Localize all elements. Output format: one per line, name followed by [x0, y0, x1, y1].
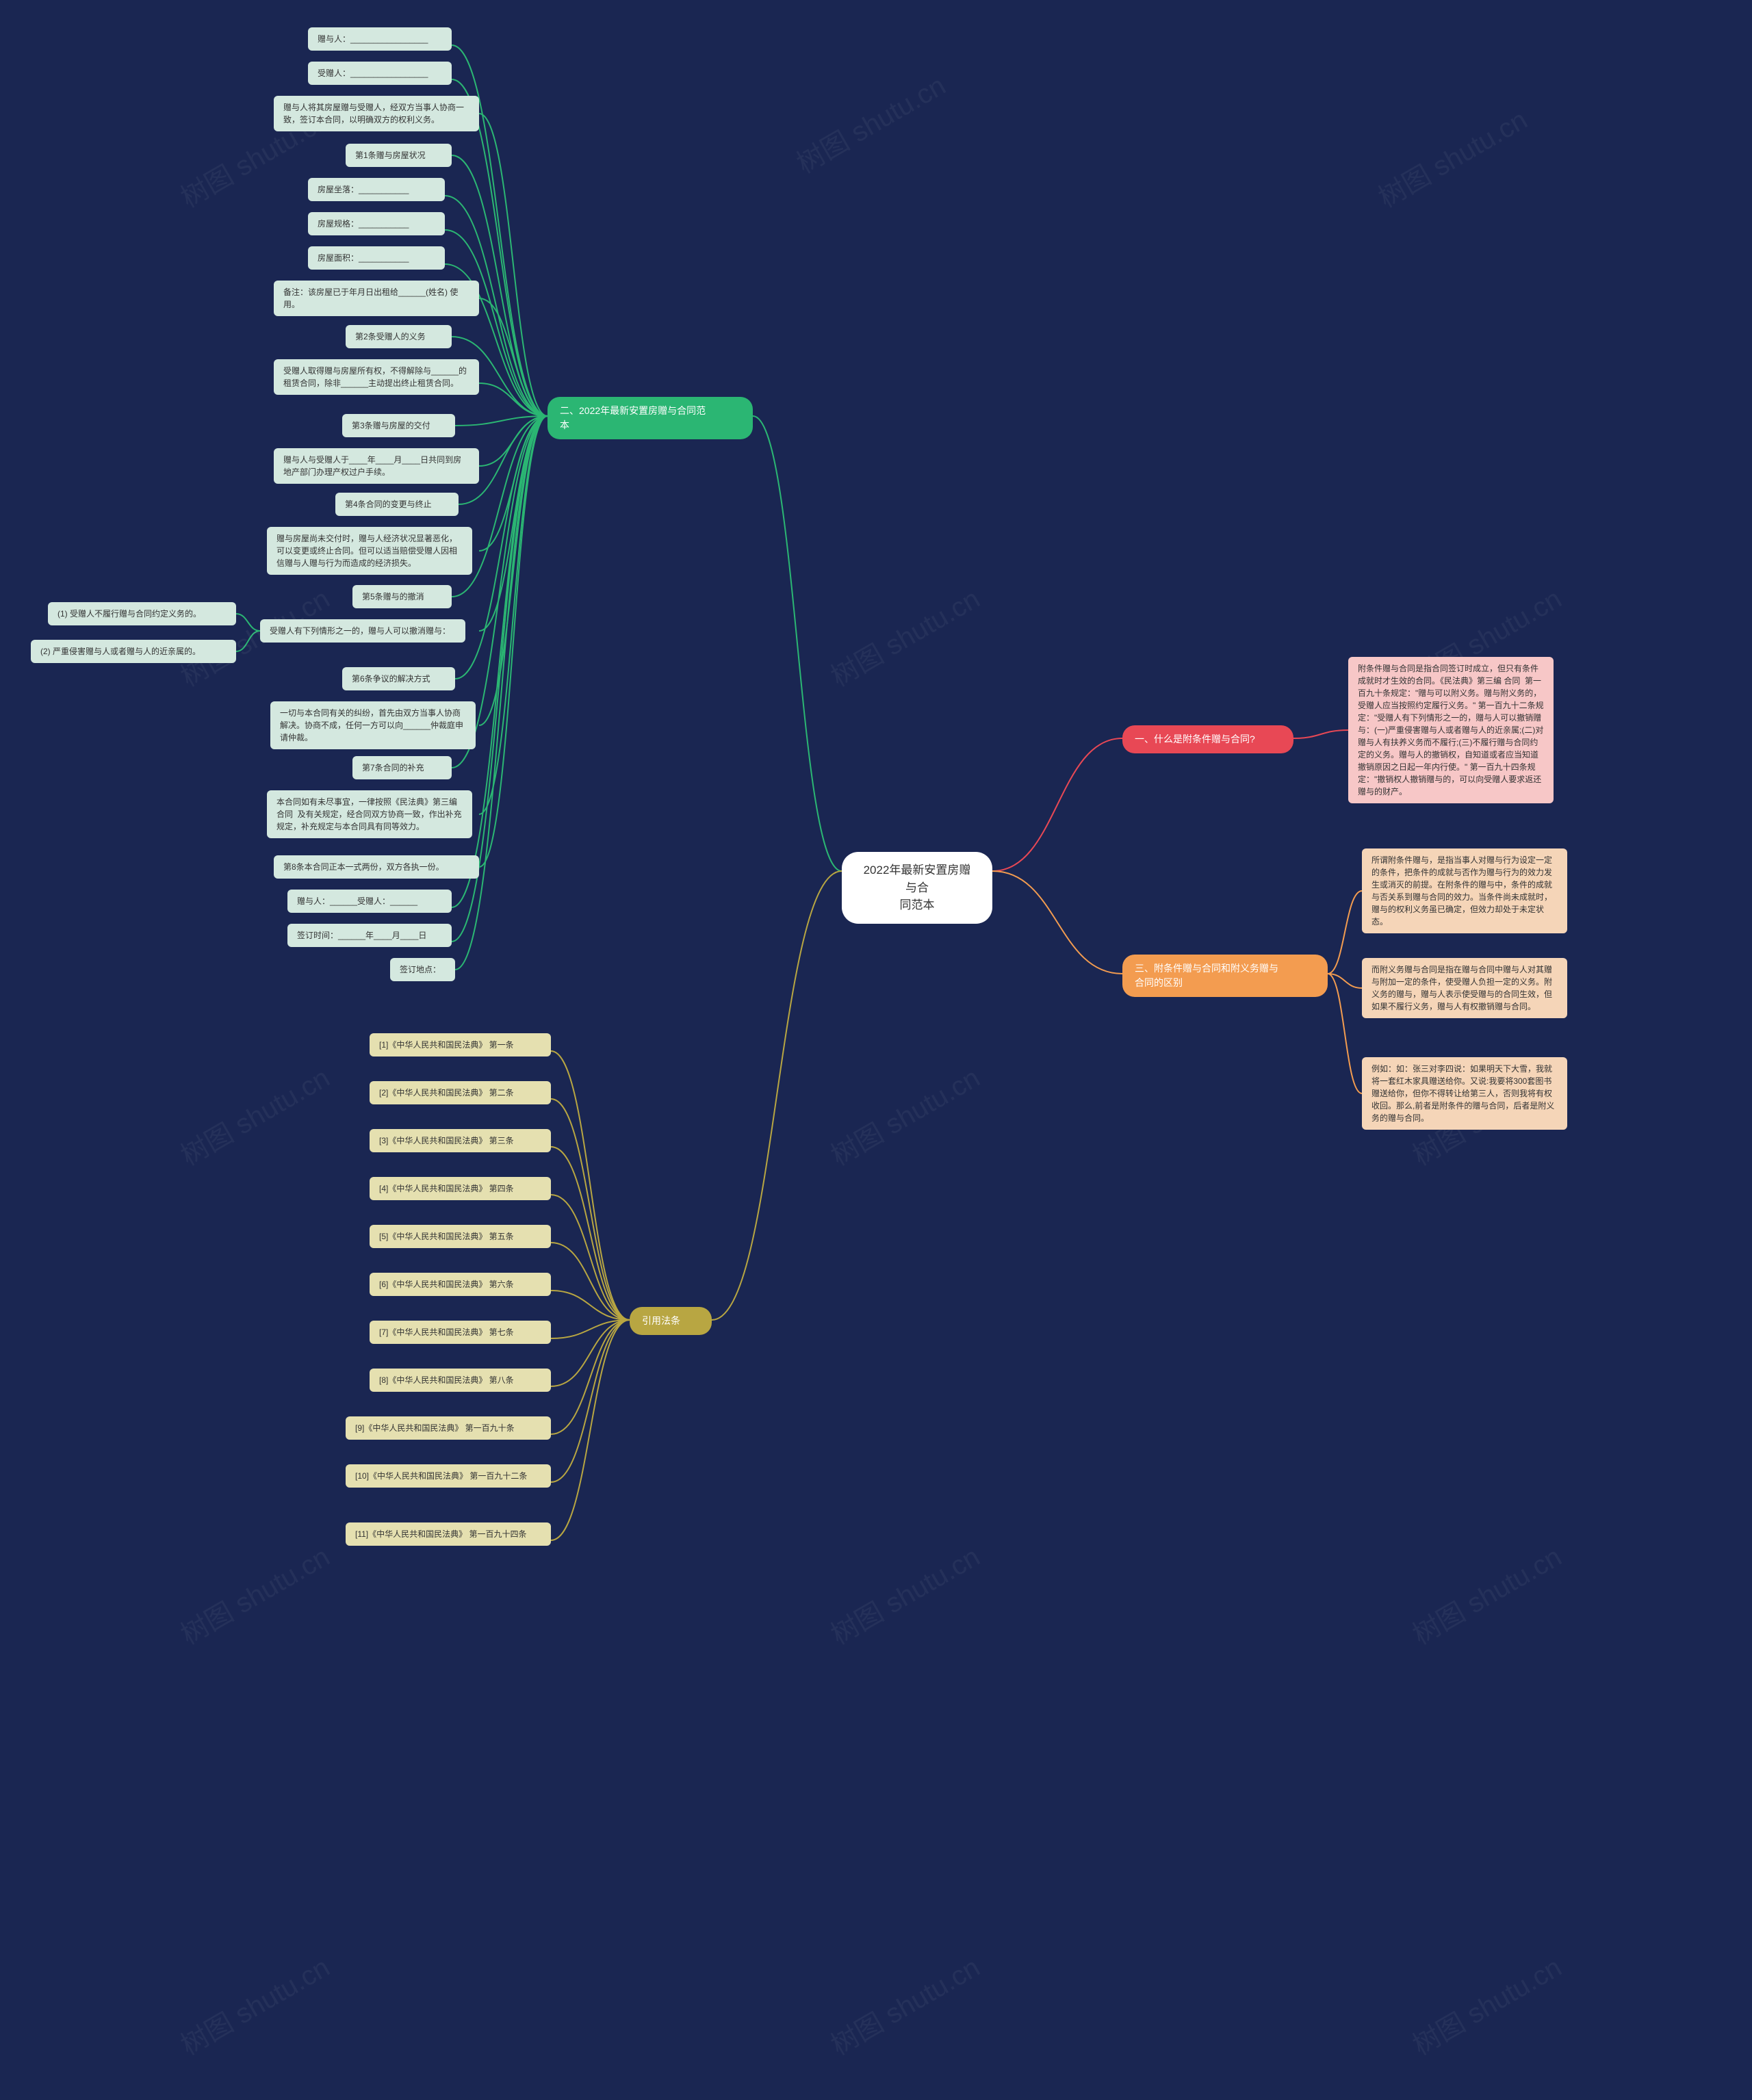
leaf-b2-7: 备注：该房屋已于年月日出租给______(姓名) 使用。 — [274, 281, 479, 316]
leaf-b2-15: 受赠人有下列情形之一的，赠与人可以撤消赠与： — [260, 619, 465, 643]
leaf-b2-5: 房屋规格：___________ — [308, 212, 445, 235]
watermark: 树图 shutu.cn — [172, 1945, 336, 2062]
leaf-b2-12: 第4条合同的变更与终止 — [335, 493, 459, 516]
leaf-b2-8: 第2条受赠人的义务 — [346, 325, 452, 348]
watermark: 树图 shutu.cn — [172, 1535, 336, 1652]
leaf-b2-22: 签订时间：______年____月____日 — [287, 924, 452, 947]
leaf-b2-19: 本合同如有未尽事宜，一律按照《民法典》第三编 合同 及有关规定，经合同双方协商一… — [267, 790, 472, 838]
leaf-b3-1: 而附义务赠与合同是指在赠与合同中赠与人对其赠与附加一定的条件，使受赠人负担一定的… — [1362, 958, 1567, 1018]
leaf-b3-0: 所谓附条件赠与，是指当事人对赠与行为设定一定的条件，把条件的成就与否作为赠与行为… — [1362, 848, 1567, 933]
leaf-b2-3: 第1条赠与房屋状况 — [346, 144, 452, 167]
leaf-b2-9: 受赠人取得赠与房屋所有权，不得解除与______的租赁合同，除非______主动… — [274, 359, 479, 395]
leaf-b2-15-0: (1) 受赠人不履行赠与合同约定义务的。 — [48, 602, 236, 625]
branch-b2: 二、2022年最新安置房赠与合同范 本 — [548, 397, 753, 439]
leaf-b2-10: 第3条赠与房屋的交付 — [342, 414, 455, 437]
leaf-b2-2: 赠与人将其房屋赠与受赠人，经双方当事人协商一致，签订本合同，以明确双方的权利义务… — [274, 96, 479, 131]
watermark: 树图 shutu.cn — [172, 1056, 336, 1173]
leaf-b2-0: 赠与人：_________________ — [308, 27, 452, 51]
watermark: 树图 shutu.cn — [823, 1535, 986, 1652]
watermark: 树图 shutu.cn — [823, 1056, 986, 1173]
leaf-b2-4: 房屋坐落：___________ — [308, 178, 445, 201]
watermark: 树图 shutu.cn — [1404, 1945, 1568, 2062]
leaf-b2-17: 一切与本合同有关的纠纷，首先由双方当事人协商解决。协商不成，任何一方可以向___… — [270, 701, 476, 749]
leaf-b2-1: 受赠人：_________________ — [308, 62, 452, 85]
branch-b1: 一、什么是附条件赠与合同? — [1122, 725, 1293, 753]
leaf-b2-18: 第7条合同的补充 — [352, 756, 452, 779]
leaf-b2-23: 签订地点： — [390, 958, 455, 981]
leaf-b2-13: 赠与房屋尚未交付时，赠与人经济状况显著恶化，可以变更或终止合同。但可以适当赔偿受… — [267, 527, 472, 575]
watermark: 树图 shutu.cn — [1370, 98, 1534, 215]
leaf-b4-2: [3]《中华人民共和国民法典》 第三条 — [370, 1129, 551, 1152]
leaf-b3-2: 例如：如：张三对李四说：如果明天下大雪，我就将一套红木家具赠送给你。又说:我要将… — [1362, 1057, 1567, 1130]
branch-b4: 引用法条 — [630, 1307, 712, 1335]
watermark: 树图 shutu.cn — [1404, 1535, 1568, 1652]
leaf-b4-4: [5]《中华人民共和国民法典》 第五条 — [370, 1225, 551, 1248]
watermark: 树图 shutu.cn — [823, 1945, 986, 2062]
leaf-b2-6: 房屋面积：___________ — [308, 246, 445, 270]
leaf-b4-1: [2]《中华人民共和国民法典》 第二条 — [370, 1081, 551, 1104]
leaf-b4-9: [10]《中华人民共和国民法典》 第一百九十二条 — [346, 1464, 551, 1488]
branch-b3: 三、附条件赠与合同和附义务赠与 合同的区别 — [1122, 955, 1328, 997]
leaf-b2-14: 第5条赠与的撤消 — [352, 585, 452, 608]
watermark: 树图 shutu.cn — [823, 577, 986, 694]
leaf-b4-8: [9]《中华人民共和国民法典》 第一百九十条 — [346, 1416, 551, 1440]
leaf-b2-11: 赠与人与受赠人于____年____月____日共同到房地产部门办理产权过户手续。 — [274, 448, 479, 484]
leaf-b4-6: [7]《中华人民共和国民法典》 第七条 — [370, 1321, 551, 1344]
leaf-b4-5: [6]《中华人民共和国民法典》 第六条 — [370, 1273, 551, 1296]
leaf-b2-20: 第8条本合同正本一式两份，双方各执一份。 — [274, 855, 479, 879]
watermark: 树图 shutu.cn — [788, 64, 952, 181]
leaf-b4-10: [11]《中华人民共和国民法典》 第一百九十四条 — [346, 1522, 551, 1546]
root-node: 2022年最新安置房赠与合 同范本 — [842, 852, 992, 924]
leaf-b2-16: 第6条争议的解决方式 — [342, 667, 455, 690]
mindmap-canvas: 树图 shutu.cn 树图 shutu.cn 树图 shutu.cn 树图 shut… — [0, 0, 1752, 2100]
leaf-b4-7: [8]《中华人民共和国民法典》 第八条 — [370, 1369, 551, 1392]
leaf-b2-15-1: (2) 严重侵害赠与人或者赠与人的近亲属的。 — [31, 640, 236, 663]
leaf-b1-0: 附条件赠与合同是指合同签订时成立，但只有条件成就时才生效的合同。《民法典》第三编… — [1348, 657, 1554, 803]
edges-layer — [0, 0, 1752, 2100]
leaf-b2-21: 赠与人：______受赠人：______ — [287, 890, 452, 913]
leaf-b4-0: [1]《中华人民共和国民法典》 第一条 — [370, 1033, 551, 1057]
leaf-b4-3: [4]《中华人民共和国民法典》 第四条 — [370, 1177, 551, 1200]
